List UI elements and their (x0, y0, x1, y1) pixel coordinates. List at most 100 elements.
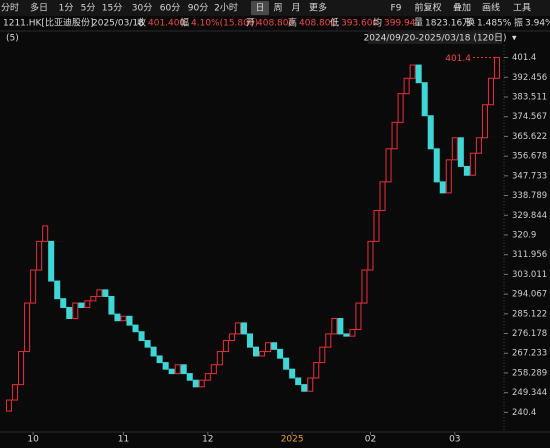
up-box (331, 318, 338, 335)
up-box (18, 351, 25, 386)
down-box (271, 342, 278, 350)
up-box (120, 315, 127, 322)
up-box (313, 362, 320, 379)
y-tick-label: 240.4 (512, 408, 536, 418)
y-tick-label: 267.233 (512, 349, 547, 359)
stat-label: 收 (137, 17, 146, 29)
down-box (240, 322, 247, 335)
up-box (469, 152, 476, 176)
tab[interactable]: 90分 (188, 3, 208, 14)
stat-label: 开 (246, 18, 255, 29)
up-box (210, 364, 217, 375)
stat-value: 393.600 (341, 19, 378, 29)
y-tick-label: 311.956 (512, 250, 547, 260)
down-box (253, 346, 260, 357)
down-box (114, 313, 121, 322)
y-tick-label: 347.733 (512, 171, 547, 181)
tab[interactable]: 多日 (30, 2, 48, 14)
tab[interactable]: 5分 (81, 3, 96, 14)
up-box (204, 373, 211, 381)
up-box (493, 57, 501, 79)
down-box (277, 348, 284, 359)
down-box (421, 82, 428, 117)
down-box (192, 379, 199, 388)
up-box (216, 351, 223, 366)
date: 2025/03/18 (92, 19, 144, 29)
stat-label: 振 (514, 17, 523, 29)
up-box (6, 399, 13, 412)
tool[interactable]: 工具 (513, 3, 531, 14)
tool[interactable]: 叠加 (453, 3, 471, 14)
tab[interactable]: 月 (291, 3, 300, 14)
down-box (283, 357, 290, 370)
up-box (198, 379, 205, 388)
tab[interactable]: 2小时 (214, 2, 238, 14)
stat-value: 1823.16万 (425, 19, 471, 29)
down-box (337, 318, 344, 335)
down-box (343, 333, 350, 337)
tab[interactable]: 30分 (132, 3, 152, 14)
up-box (481, 104, 488, 139)
stat-label: 均 (373, 17, 382, 29)
stat-value: 408.800 (299, 19, 336, 29)
up-box (445, 159, 452, 194)
down-box (126, 315, 133, 326)
tab[interactable]: 分时 (1, 2, 19, 14)
active-tab-bg (251, 1, 269, 15)
toolbar (0, 0, 550, 16)
up-box (475, 137, 482, 154)
down-box (144, 340, 151, 348)
tab[interactable]: 周 (273, 3, 282, 14)
up-box (355, 302, 362, 331)
y-tick-label: 374.567 (512, 112, 547, 122)
down-box (162, 362, 169, 370)
up-box (319, 346, 326, 364)
down-box (168, 368, 175, 375)
range-box (368, 32, 502, 44)
y-tick-label: 303.011 (512, 270, 547, 280)
down-box (48, 240, 55, 282)
tab[interactable]: 1分 (59, 3, 74, 14)
stat-label: 高 (288, 17, 297, 29)
up-box (24, 302, 31, 353)
indicator: (5) (6, 34, 19, 44)
stat-value: 401.400 (148, 19, 185, 29)
down-box (186, 373, 193, 381)
down-box (180, 364, 187, 375)
y-tick-label: 401.4 (512, 53, 536, 63)
annotation: 401.4 (445, 54, 471, 64)
dropdown[interactable]: ▾ (512, 34, 517, 44)
down-box (108, 295, 115, 315)
x-tick-label: 03 (449, 435, 460, 445)
down-box (301, 384, 308, 392)
tab[interactable]: 15分 (102, 3, 122, 14)
down-box (246, 333, 254, 348)
stat-value: 408.800 (257, 19, 294, 29)
tool[interactable]: 前复权 (414, 2, 441, 14)
down-box (439, 181, 446, 194)
down-box (78, 302, 85, 308)
x-tick-label: 12 (202, 435, 213, 445)
y-tick-label: 383.511 (512, 92, 547, 102)
tool[interactable]: 画线 (482, 2, 500, 14)
down-box (156, 355, 163, 364)
tab[interactable]: 60分 (160, 3, 180, 14)
y-tick-label: 276.178 (512, 329, 547, 339)
tool[interactable]: F9 (391, 4, 402, 14)
stat-value: 4.10%(15.800) (191, 19, 258, 29)
down-box (60, 298, 67, 308)
y-tick-label: 338.789 (512, 191, 547, 201)
up-box (379, 181, 386, 212)
tab[interactable]: 更多 (309, 2, 327, 14)
down-box (66, 306, 73, 320)
up-box (397, 93, 404, 123)
up-box (361, 269, 368, 304)
down-box (415, 64, 422, 84)
up-box (36, 240, 43, 271)
y-tick-label: 258.289 (512, 368, 547, 378)
tab[interactable]: 日 (255, 3, 264, 14)
x-tick-label: 11 (118, 435, 129, 445)
up-box (307, 377, 314, 392)
up-box (228, 333, 235, 342)
y-tick-label: 365.622 (512, 132, 547, 142)
